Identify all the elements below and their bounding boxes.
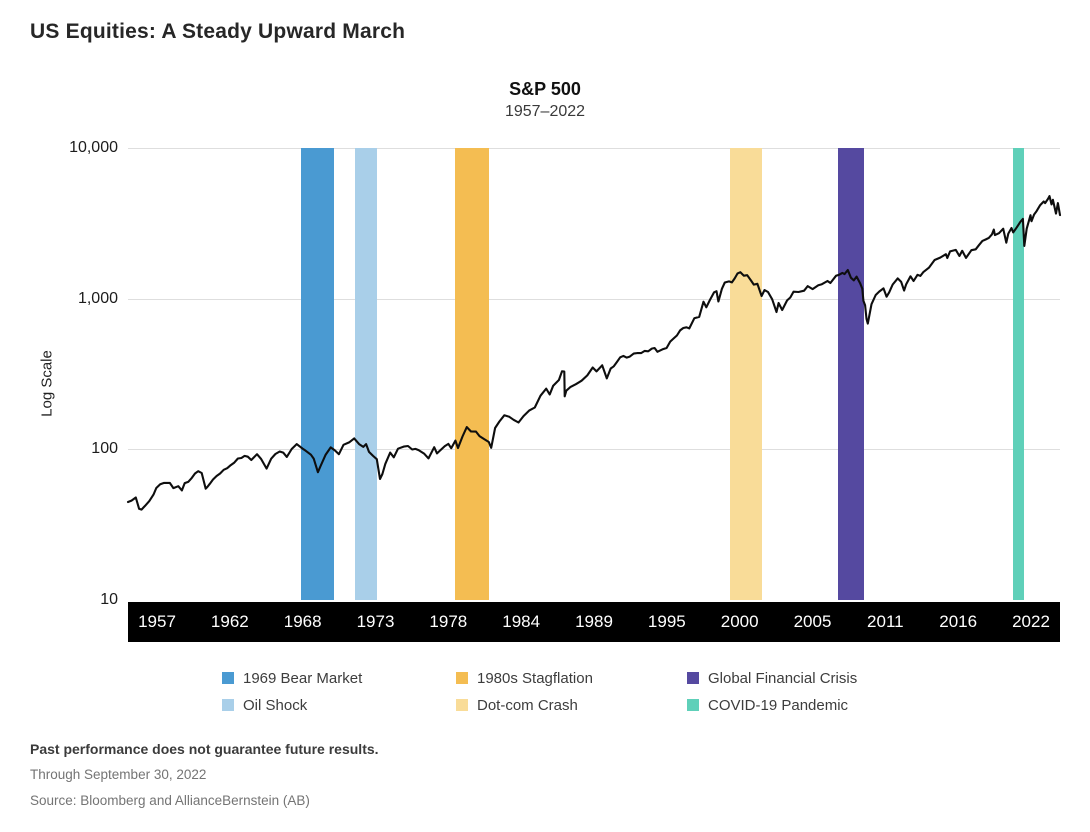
y-tick-label: 10,000 (69, 139, 118, 156)
legend-swatch-icon (456, 699, 468, 711)
page-title: US Equities: A Steady Upward March (30, 20, 406, 43)
legend-label: 1980s Stagflation (477, 669, 593, 687)
x-tick-label-2000: 2000 (720, 612, 759, 631)
x-tick-label-1957: 1957 (138, 612, 176, 631)
gridline-10000 (128, 148, 1060, 149)
x-tick-label-2005: 2005 (793, 612, 832, 631)
legend-item: Global Financial Crisis (687, 669, 858, 687)
legend-item: Dot-com Crash (456, 696, 578, 714)
event-band-global-financial-crisis (838, 148, 864, 600)
as-of-date-text: Through September 30, 2022 (30, 767, 207, 782)
legend-swatch-icon (222, 672, 234, 684)
chart-title: S&P 500 (509, 79, 581, 99)
x-axis-bar: 1957 1962 1968 1973 1978 1984 1989 1995 2000 2005… (128, 602, 1060, 642)
legend-label: Dot-com Crash (477, 696, 578, 714)
gridline-1000 (128, 298, 1060, 300)
legend-swatch-icon (687, 699, 699, 711)
sp500-line-chart (126, 195, 1062, 511)
y-tick-label: 1,000 (77, 289, 118, 307)
x-tick-label-1978: 1978 (429, 612, 468, 631)
legend-item: 1969 Bear Market (222, 669, 363, 687)
source-text: Source: Bloomberg and AllianceBernstein … (30, 793, 310, 808)
legend-label: Global Financial Crisis (708, 669, 858, 687)
x-tick-label-1995: 1995 (647, 612, 686, 631)
event-band-covid-19-pandemic (1012, 148, 1024, 600)
gridline-100 (128, 449, 1060, 451)
sp500-line-path (126, 195, 1062, 511)
x-tick-label-1968: 1968 (283, 612, 322, 631)
x-tick-label-1984: 1984 (502, 612, 541, 631)
legend-label: 1969 Bear Market (243, 669, 363, 687)
legend-item: 1980s Stagflation (456, 669, 593, 687)
y-tick-label: 10 (100, 591, 118, 608)
x-tick-label-1962: 1962 (210, 612, 249, 631)
legend-label: COVID-19 Pandemic (708, 696, 849, 714)
legend-item: Oil Shock (222, 696, 308, 714)
legend-item: COVID-19 Pandemic (687, 696, 849, 714)
legend-swatch-icon (687, 672, 699, 684)
y-axis-tick-labels: 10,000 1,000 100 10 (28, 0, 118, 640)
event-band-1980s-stagflation (455, 148, 490, 600)
plot-area (126, 148, 1062, 600)
event-band-1969-bear-market (300, 148, 334, 600)
event-band-dot-com-crash (730, 148, 762, 600)
x-tick-label-2011: 2011 (867, 612, 904, 631)
event-band-oil-shock (354, 148, 378, 600)
y-tick-label: 100 (91, 440, 118, 458)
x-tick-label-1989: 1989 (575, 612, 613, 631)
x-tick-label-2016: 2016 (939, 612, 978, 631)
x-tick-label-2022: 2022 (1012, 612, 1050, 631)
legend-label: Oil Shock (243, 696, 308, 714)
x-tick-label-1973: 1973 (356, 612, 395, 631)
legend-swatch-icon (222, 699, 234, 711)
disclaimer-text: Past performance does not guarantee futu… (30, 741, 379, 757)
legend-swatch-icon (456, 672, 468, 684)
chart-subtitle: 1957–2022 (504, 103, 586, 120)
